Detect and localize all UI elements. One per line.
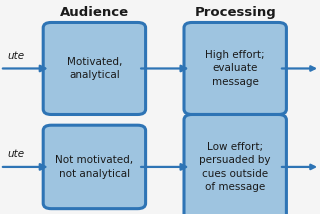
Text: ute: ute <box>7 149 24 159</box>
Text: Not motivated,
not analytical: Not motivated, not analytical <box>55 155 133 178</box>
Text: Processing: Processing <box>194 6 276 19</box>
Text: Audience: Audience <box>60 6 129 19</box>
FancyBboxPatch shape <box>184 22 286 114</box>
FancyBboxPatch shape <box>43 125 146 209</box>
Text: ute: ute <box>7 51 24 61</box>
Text: High effort;
evaluate
message: High effort; evaluate message <box>205 50 265 87</box>
Text: Motivated,
analytical: Motivated, analytical <box>67 57 122 80</box>
FancyBboxPatch shape <box>43 22 146 114</box>
FancyBboxPatch shape <box>184 114 286 214</box>
Text: Low effort;
persuaded by
cues outside
of message: Low effort; persuaded by cues outside of… <box>199 142 271 192</box>
